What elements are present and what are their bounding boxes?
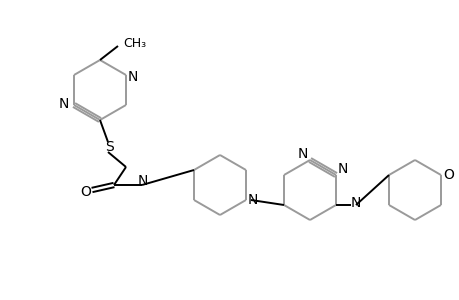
Text: N: N <box>138 174 148 188</box>
Text: S: S <box>106 140 114 154</box>
Text: N: N <box>247 193 257 207</box>
Text: N: N <box>59 97 69 111</box>
Text: O: O <box>80 185 91 199</box>
Text: N: N <box>297 147 308 161</box>
Text: O: O <box>442 168 453 182</box>
Text: CH₃: CH₃ <box>123 37 146 50</box>
Text: N: N <box>350 196 360 210</box>
Text: N: N <box>128 70 138 84</box>
Text: N: N <box>337 162 347 176</box>
